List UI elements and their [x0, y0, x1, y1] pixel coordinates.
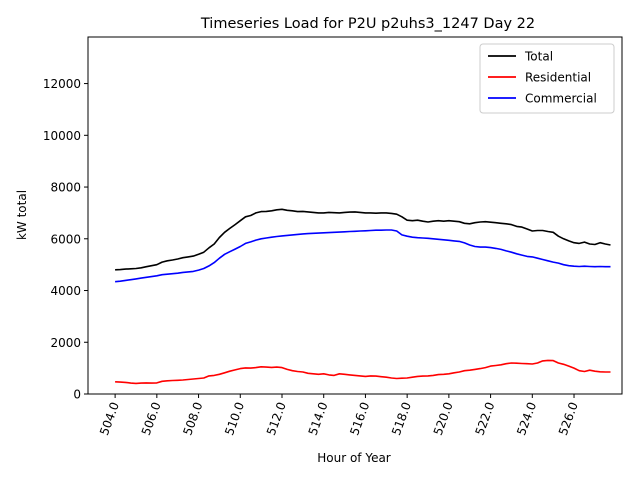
y-tick-label: 8000	[50, 181, 81, 195]
axes-border	[87, 36, 623, 395]
chart-title: Timeseries Load for P2U p2uhs3_1247 Day …	[200, 16, 535, 32]
series-line-total	[115, 208, 611, 271]
y-tick-label: 0	[73, 388, 81, 402]
series-line-commercial	[115, 229, 611, 283]
y-tick-label: 2000	[50, 336, 81, 350]
y-tick-label: 6000	[50, 232, 81, 246]
legend: Total Residential Commercial	[479, 43, 615, 114]
series-layer	[115, 208, 611, 385]
legend-label-residential: Residential	[525, 71, 591, 85]
series-line-residential	[115, 359, 611, 385]
y-tick-label: 12000	[43, 77, 81, 91]
legend-box	[479, 43, 615, 114]
y-tick-label: 10000	[43, 129, 81, 143]
y-axis-label: kW total	[15, 190, 29, 240]
legend-label-total: Total	[524, 50, 553, 64]
y-axis-ticks: 0 2000 4000 6000 8000 10000 12000	[43, 77, 88, 402]
legend-label-commercial: Commercial	[525, 92, 597, 106]
axes-frame	[87, 36, 623, 395]
y-tick-label: 4000	[50, 284, 81, 298]
x-axis-label: Hour of Year	[317, 451, 391, 465]
